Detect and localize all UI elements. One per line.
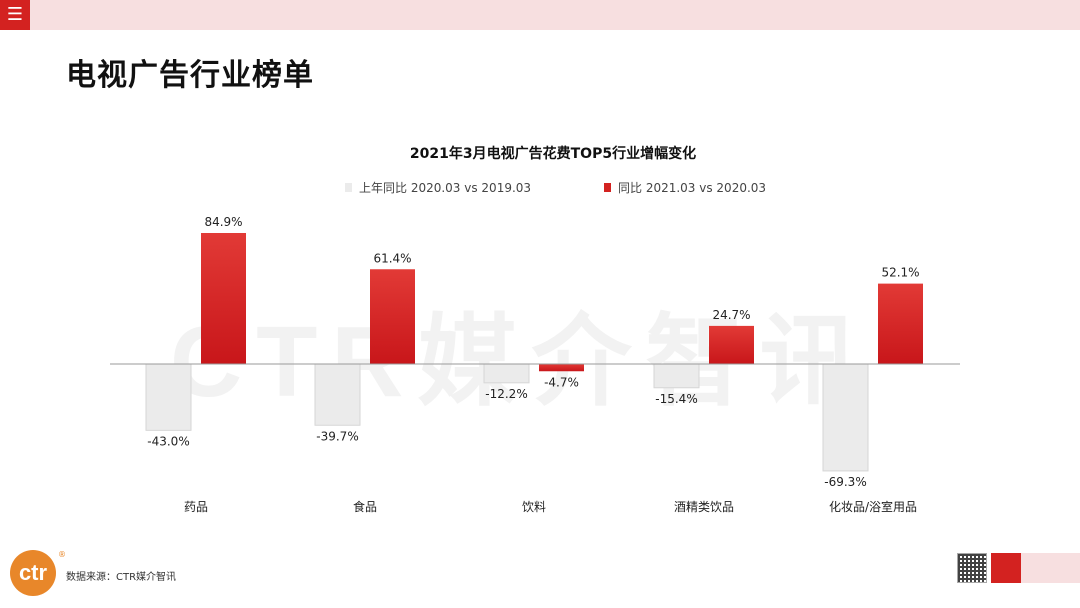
registered-mark: ® [58, 550, 66, 559]
category-label-2: 饮料 [522, 500, 546, 514]
data-label-curr-0: 84.9% [204, 215, 242, 229]
bar-curr-2 [539, 364, 584, 372]
bar-prev-2 [483, 363, 530, 384]
data-label-prev-4: -69.3% [824, 475, 866, 489]
footer-decoration-pink [1021, 553, 1080, 583]
bar-prev-0 [145, 363, 192, 431]
legend-swatch-0 [345, 183, 352, 192]
bar-prev-4 [822, 363, 869, 472]
legend-swatch-1 [604, 183, 611, 192]
qr-code-icon [957, 553, 987, 583]
data-label-curr-2: -4.7% [544, 375, 579, 389]
top-bar [0, 0, 1080, 30]
category-label-4: 化妆品/浴室用品 [829, 499, 917, 514]
bar-prev-3 [653, 363, 700, 389]
bar-curr-0 [201, 233, 246, 364]
chart-title: 2021年3月电视广告花费TOP5行业增幅变化 [410, 145, 696, 162]
ctr-logo: ctr [10, 550, 56, 596]
bar-curr-4 [878, 283, 923, 364]
data-label-prev-0: -43.0% [147, 434, 189, 448]
data-label-prev-1: -39.7% [316, 429, 358, 443]
chart-legend: 上年同比 2020.03 vs 2019.03 同比 2021.03 vs 202… [345, 181, 766, 195]
data-label-prev-3: -15.4% [655, 392, 697, 406]
data-label-curr-1: 61.4% [373, 251, 411, 265]
data-label-curr-4: 52.1% [881, 266, 919, 280]
bars-group [145, 233, 923, 472]
data-source: 数据来源：CTR媒介智讯 [66, 572, 177, 583]
labels-group: -43.0% 84.9% 药品 -39.7% 61.4% 食品 -12.2% -4.7% 饮料 -… [147, 215, 919, 514]
bar-curr-1 [370, 269, 415, 364]
category-label-3: 酒精类饮品 [674, 500, 734, 514]
footer-decoration-red [991, 553, 1021, 583]
legend-label-0: 上年同比 2020.03 vs 2019.03 [359, 181, 531, 195]
data-label-prev-2: -12.2% [485, 387, 527, 401]
legend-label-1: 同比 2021.03 vs 2020.03 [618, 181, 766, 195]
page-title: 电视广告行业榜单 [66, 58, 314, 93]
bar-curr-3 [709, 325, 754, 364]
bar-prev-1 [314, 363, 361, 426]
category-label-0: 药品 [184, 500, 208, 514]
data-label-curr-3: 24.7% [712, 308, 750, 322]
menu-icon[interactable]: ☰ [0, 0, 30, 30]
category-label-1: 食品 [353, 499, 377, 514]
